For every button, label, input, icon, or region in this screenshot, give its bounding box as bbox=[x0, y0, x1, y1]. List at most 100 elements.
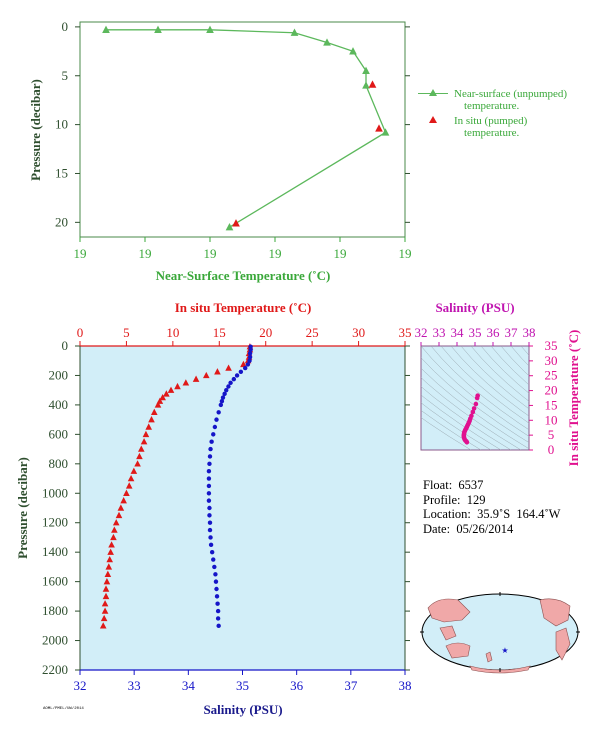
legend-label-pumped-line1: In situ (pumped) bbox=[454, 115, 528, 127]
location-row: Location: 35.9˚S 164.4˚W bbox=[423, 507, 560, 522]
near-surface-y-label: Pressure (decibar) bbox=[28, 79, 43, 181]
profile-y-tick-label: 400 bbox=[49, 397, 69, 412]
profile-y-tick-label: 2200 bbox=[42, 662, 68, 677]
profile-y-tick-label: 1600 bbox=[42, 574, 68, 589]
profile-top-x-label: In situ Temperature (˚C) bbox=[175, 300, 312, 315]
ts-salinity-tick-label: 36 bbox=[487, 325, 501, 340]
near-surface-y-tick-label: 5 bbox=[62, 68, 69, 83]
salinity-profile-point bbox=[226, 384, 231, 389]
near-surface-x-label: Near-Surface Temperature (˚C) bbox=[156, 268, 331, 283]
near-surface-x-tick-label: 19 bbox=[399, 246, 412, 261]
profile-salinity-tick-label: 35 bbox=[236, 678, 249, 693]
salinity-profile-point bbox=[247, 358, 252, 363]
salinity-profile-point bbox=[211, 557, 216, 562]
ts-point bbox=[470, 409, 476, 415]
temperature-profile-point bbox=[240, 360, 247, 368]
salinity-profile-point bbox=[222, 391, 227, 397]
salinity-profile-point bbox=[209, 549, 215, 555]
temperature-profile-point bbox=[163, 390, 170, 397]
legend-label-pumped-line2: temperature. bbox=[464, 127, 520, 139]
near-surface-x-ticks: 19 19 19 19 19 19 bbox=[74, 237, 412, 261]
salinity-profile-point bbox=[212, 564, 217, 570]
legend-item-unpumped: Near-surface (unpumped) temperature. bbox=[418, 88, 598, 112]
salinity-profile-point bbox=[214, 586, 219, 592]
density-contour-line bbox=[421, 386, 512, 450]
pumped-temperature-point bbox=[368, 80, 377, 88]
near-surface-legend: Near-surface (unpumped) temperature. In … bbox=[418, 88, 598, 139]
near-surface-y-tick-label: 10 bbox=[55, 117, 68, 132]
profile-temperature-tick-label: 5 bbox=[123, 325, 130, 340]
profile-y-label: Pressure (decibar) bbox=[15, 457, 30, 559]
salinity-profile-point bbox=[207, 505, 212, 511]
legend-label-unpumped-line1: Near-surface (unpumped) bbox=[454, 88, 568, 100]
density-contour-line bbox=[421, 346, 529, 437]
near-surface-y-ticks: 0 5 10 15 20 bbox=[55, 19, 410, 229]
profile-temperature-tick-label: 0 bbox=[77, 325, 84, 340]
profile-y-tick-label: 0 bbox=[62, 338, 69, 353]
temperature-profile-point bbox=[110, 533, 117, 541]
salinity-profile-point bbox=[245, 362, 251, 367]
density-contours bbox=[421, 346, 529, 450]
profile-y-tick-label: 200 bbox=[49, 367, 69, 382]
salinity-profile-point bbox=[231, 376, 237, 382]
salinity-profile-point bbox=[214, 417, 219, 422]
profile-temperature-tick-label: 15 bbox=[213, 325, 226, 340]
float-row: Float: 6537 bbox=[423, 478, 560, 493]
temperature-profile-point bbox=[148, 416, 155, 423]
ts-salinity-tick-label: 32 bbox=[415, 325, 428, 340]
ts-series bbox=[461, 393, 481, 445]
temperature-profile-point bbox=[136, 452, 143, 460]
profile-temperature-tick-label: 35 bbox=[399, 325, 412, 340]
salinity-profile-point bbox=[211, 432, 216, 437]
ts-temperature-tick-label: 5 bbox=[548, 427, 555, 442]
temperature-profile-point bbox=[106, 555, 114, 563]
ts-right-y-label: In situ Temperature (˚C) bbox=[566, 330, 581, 467]
temperature-profile-point bbox=[117, 504, 125, 511]
ts-salinity-tick-label: 35 bbox=[469, 325, 482, 340]
profile-label: Profile: bbox=[423, 492, 461, 507]
unpumped-temperature-point bbox=[362, 81, 370, 89]
density-contour-line bbox=[421, 410, 482, 450]
date-value: 05/26/2014 bbox=[456, 521, 514, 536]
temperature-profile-point bbox=[111, 526, 118, 533]
near-surface-x-tick-label: 19 bbox=[204, 246, 217, 261]
salinity-profile-point bbox=[215, 608, 221, 614]
float-value: 6537 bbox=[458, 478, 484, 492]
unpumped-temperature-point bbox=[362, 66, 370, 75]
legend-triangle-green-icon bbox=[429, 89, 437, 96]
temperature-profile-point bbox=[174, 382, 181, 390]
density-contour-line bbox=[480, 346, 529, 394]
profile-y-ticks: 0 200 400 600 800 1000 1200 1400 1600 1800 2000 220… bbox=[42, 338, 410, 677]
temperature-profile-point bbox=[123, 489, 130, 496]
salinity-profile-point bbox=[213, 572, 218, 577]
profile-y-tick-label: 2000 bbox=[42, 633, 68, 648]
temperature-profile-point bbox=[130, 467, 138, 474]
profile-temperature-tick-label: 30 bbox=[352, 325, 365, 340]
ts-point bbox=[464, 439, 470, 445]
temperature-profile-point bbox=[101, 600, 109, 607]
density-contour-line bbox=[510, 346, 529, 367]
temperature-profile-point bbox=[142, 430, 150, 438]
temperature-profile-point bbox=[104, 570, 112, 577]
temperature-profile-point bbox=[134, 460, 141, 467]
ts-point bbox=[471, 406, 477, 411]
salinity-profile-point bbox=[207, 454, 213, 459]
temperature-profile-point bbox=[150, 408, 158, 415]
salinity-profile-point bbox=[228, 380, 233, 386]
salinity-profile-point bbox=[218, 402, 224, 408]
temperature-profile-point bbox=[145, 423, 153, 430]
salinity-profile-point bbox=[206, 498, 212, 503]
salinity-profile-point bbox=[234, 373, 240, 378]
location-label: Location: bbox=[423, 507, 471, 521]
ts-temperature-tick-label: 0 bbox=[548, 442, 555, 457]
temperature-profile-point bbox=[120, 497, 127, 504]
ts-point bbox=[473, 401, 479, 407]
ts-salinity-tick-label: 37 bbox=[505, 325, 519, 340]
unpumped-temperature-point bbox=[154, 25, 162, 33]
date-row: Date: 05/26/2014 bbox=[423, 522, 560, 537]
location-value: 35.9˚S 164.4˚W bbox=[477, 507, 561, 521]
density-contour-line bbox=[490, 346, 529, 386]
density-contour-line bbox=[421, 377, 522, 450]
salinity-profile-point bbox=[212, 424, 218, 430]
